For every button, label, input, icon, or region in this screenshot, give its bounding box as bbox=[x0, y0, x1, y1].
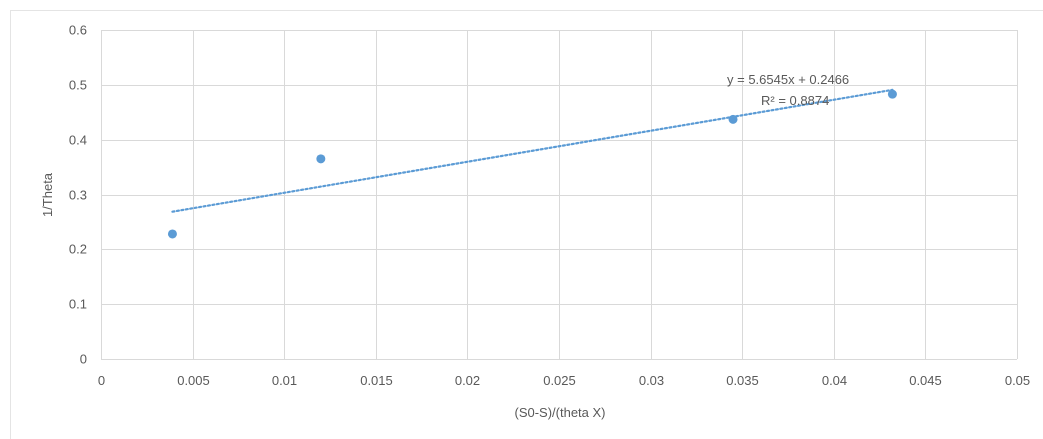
trendline bbox=[171, 88, 894, 213]
y-tick-label: 0.1 bbox=[69, 297, 87, 312]
x-tick-label: 0.015 bbox=[360, 373, 393, 388]
y-tick-label: 0.5 bbox=[69, 78, 87, 93]
x-tick-label: 0.025 bbox=[543, 373, 576, 388]
x-tick-label: 0.045 bbox=[909, 373, 942, 388]
x-tick-label: 0.01 bbox=[272, 373, 297, 388]
data-point bbox=[167, 229, 177, 239]
x-tick-label: 0.03 bbox=[639, 373, 664, 388]
data-point bbox=[887, 89, 897, 99]
trendline-layer bbox=[171, 88, 894, 213]
trendline-equation: y = 5.6545x + 0.2466 bbox=[727, 72, 849, 87]
x-tick-labels: 0 0.005 0.01 0.015 0.02 0.025 0.03 0.035 0.04 0.0… bbox=[98, 373, 1030, 388]
y-tick-label: 0.3 bbox=[69, 188, 87, 203]
x-tick-label: 0.005 bbox=[177, 373, 210, 388]
y-tick-label: 0.2 bbox=[69, 242, 87, 257]
y-axis-title: 1/Theta bbox=[40, 172, 55, 217]
data-points bbox=[167, 89, 897, 239]
y-tick-label: 0.6 bbox=[69, 23, 87, 38]
x-tick-label: 0.02 bbox=[455, 373, 480, 388]
x-tick-label: 0 bbox=[98, 373, 105, 388]
x-tick-label: 0.05 bbox=[1005, 373, 1030, 388]
y-tick-label: 0.4 bbox=[69, 133, 87, 148]
data-point bbox=[728, 114, 738, 124]
trendline-r2: R² = 0.8874 bbox=[761, 93, 829, 108]
y-tick-labels: 0 0.1 0.2 0.3 0.4 0.5 0.6 bbox=[69, 23, 87, 367]
y-tick-label: 0 bbox=[80, 352, 87, 367]
x-tick-label: 0.04 bbox=[822, 373, 847, 388]
x-axis-title: (S0-S)/(theta X) bbox=[514, 405, 605, 420]
data-point bbox=[316, 154, 326, 164]
x-tick-label: 0.035 bbox=[726, 373, 759, 388]
gridlines bbox=[101, 30, 1018, 360]
